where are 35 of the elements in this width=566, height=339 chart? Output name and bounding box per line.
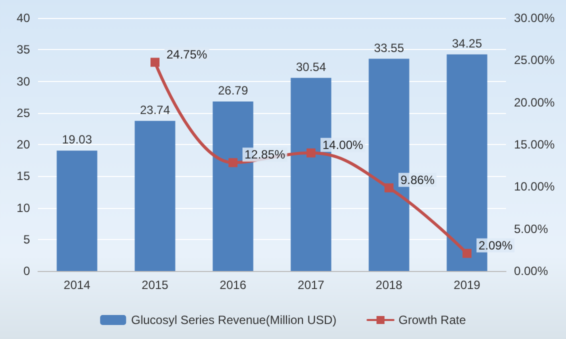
y-tick-label: 35 <box>16 42 30 57</box>
data-label: 2.09% <box>478 238 513 252</box>
data-label: 33.55 <box>374 40 404 55</box>
x-tick-label: 2014 <box>64 278 91 292</box>
y-tick-label: 10 <box>16 200 30 215</box>
data-label: 19.03 <box>62 132 92 147</box>
legend-label: Glucosyl Series Revenue(Million USD) <box>131 313 337 327</box>
y-tick-label: 30 <box>16 74 30 88</box>
data-label: 12.85% <box>244 148 286 162</box>
data-label: 9.86% <box>400 172 435 187</box>
data-label: 14.00% <box>322 138 364 152</box>
y-tick-label: 5 <box>23 232 30 246</box>
y-tick-label: 15 <box>16 169 30 184</box>
y-tick-label: 40 <box>16 11 30 25</box>
y2-tick-label: 10.00% <box>514 180 556 194</box>
y-tick-label: 20 <box>16 138 30 152</box>
data-label: 30.54 <box>296 60 326 74</box>
y2-tick-label: 5.00% <box>514 222 548 236</box>
y-tick-label: 25 <box>16 106 30 120</box>
data-label: 34.25 <box>452 36 482 50</box>
y2-tick-label: 0.00% <box>514 264 548 278</box>
data-label: 26.79 <box>218 84 248 98</box>
y2-tick-label: 15.00% <box>514 138 556 152</box>
x-tick-label: 2015 <box>142 278 169 292</box>
x-tick-label: 2019 <box>454 278 481 292</box>
y2-tick-label: 20.00% <box>514 95 556 110</box>
y2-tick-label: 30.00% <box>514 11 556 25</box>
x-tick-label: 2017 <box>298 278 325 292</box>
x-tick-label: 2018 <box>376 278 403 292</box>
y-tick-label: 0 <box>23 264 30 278</box>
data-label: 23.74 <box>140 102 170 117</box>
x-tick-label: 2016 <box>220 278 247 292</box>
legend-label: Growth Rate <box>398 313 466 327</box>
data-label: 24.75% <box>166 47 208 62</box>
y2-tick-label: 25.00% <box>514 53 556 68</box>
